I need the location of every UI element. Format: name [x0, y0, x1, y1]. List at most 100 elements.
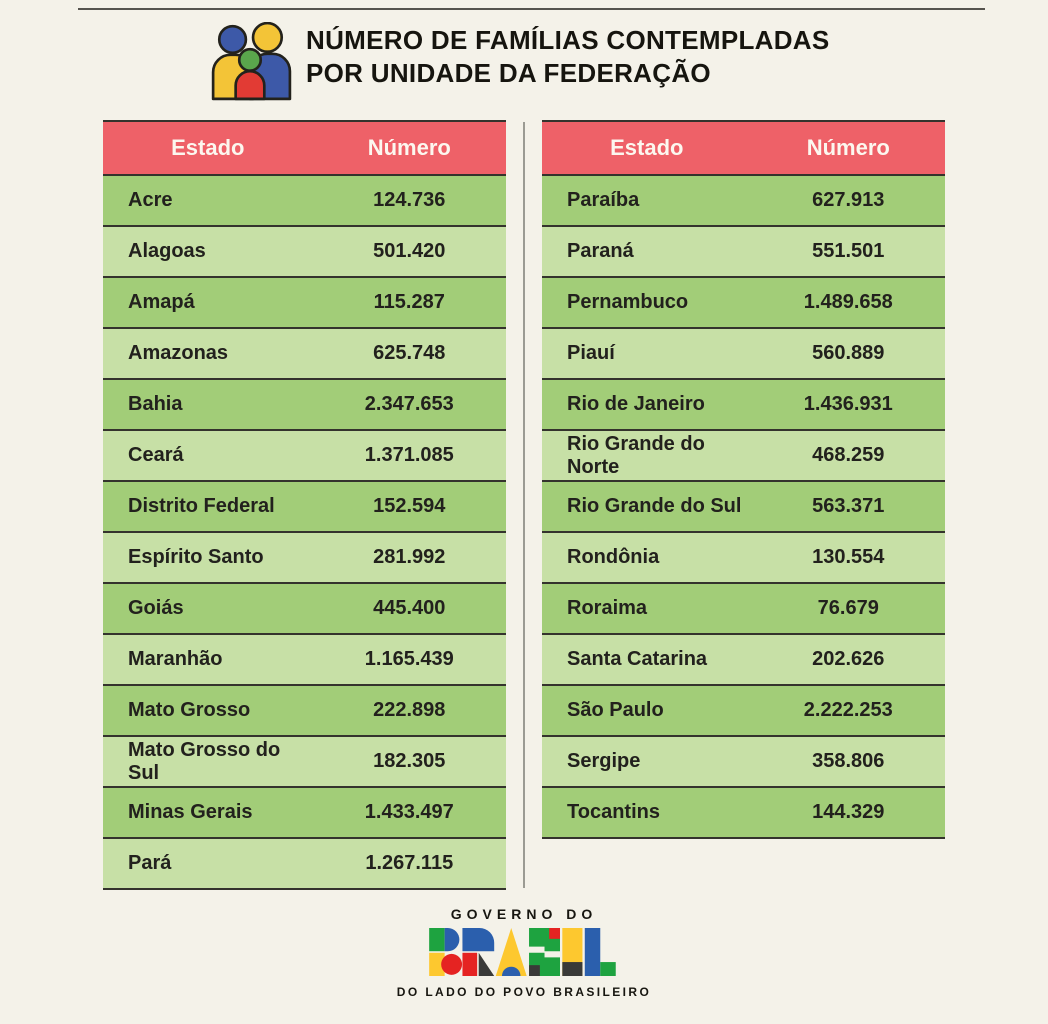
number-cell: 1.489.658: [803, 291, 893, 313]
state-cell: Ceará: [128, 444, 184, 466]
table-row: Ceará 1.371.085: [103, 431, 506, 482]
state-cell: Maranhão: [128, 648, 223, 670]
table-row: Espírito Santo 281.992: [103, 533, 506, 584]
table-row: Paraíba 627.913: [542, 176, 945, 227]
state-cell: Amazonas: [128, 342, 229, 364]
state-cell: Goiás: [128, 597, 184, 619]
number-cell: 281.992: [373, 546, 446, 568]
state-cell: Alagoas: [128, 240, 206, 262]
footer: GOVERNO DO DO LADO DO POVO BRASI: [0, 906, 1048, 999]
tables-divider-line: [523, 122, 525, 888]
table-row: Tocantins 144.329: [542, 788, 945, 839]
state-cell: Rio Grande do Sul: [567, 495, 742, 517]
brasil-logo: [429, 928, 616, 976]
number-cell: 445.400: [373, 597, 446, 619]
table-row: Paraná 551.501: [542, 227, 945, 278]
table-row: Goiás 445.400: [103, 584, 506, 635]
state-cell: Rio Grande do Norte: [567, 432, 705, 478]
number-cell: 130.554: [812, 546, 885, 568]
number-cell: 182.305: [373, 750, 446, 772]
state-cell: Mato Grosso do Sul: [128, 738, 281, 784]
state-cell: Rio de Janeiro: [567, 393, 705, 415]
number-cell: 1.165.439: [364, 648, 454, 670]
state-cell: Santa Catarina: [567, 648, 708, 670]
family-icon: [211, 22, 292, 101]
table-row: Pernambuco 1.489.658: [542, 278, 945, 329]
state-cell: Pernambuco: [567, 291, 689, 313]
number-cell: 551.501: [812, 240, 885, 262]
table-row: Mato Grosso 222.898: [103, 686, 506, 737]
families-table-right: Estado Número Paraíba 627.913 Paraná 551.50…: [542, 120, 945, 839]
state-cell: Tocantins: [567, 801, 660, 823]
table-row: Rio de Janeiro 1.436.931: [542, 380, 945, 431]
page-title: NÚMERO DE FAMÍLIAS CONTEMPLADAS POR UNID…: [306, 20, 830, 90]
state-cell: Paraíba: [567, 189, 640, 211]
top-divider-line: [78, 8, 985, 10]
table-row: Piauí 560.889: [542, 329, 945, 380]
number-cell: 2.347.653: [364, 393, 454, 415]
table-body: Paraíba 627.913 Paraná 551.501 Pernambuco 1.4…: [542, 176, 945, 839]
number-cell: 627.913: [812, 189, 885, 211]
state-cell: Paraná: [567, 240, 634, 262]
state-cell: São Paulo: [567, 699, 664, 721]
table-row: Rondônia 130.554: [542, 533, 945, 584]
table-row: Minas Gerais 1.433.497: [103, 788, 506, 839]
header: NÚMERO DE FAMÍLIAS CONTEMPLADAS POR UNID…: [208, 20, 908, 104]
number-cell: 1.267.115: [365, 852, 454, 874]
table-row: Rio Grande do Sul 563.371: [542, 482, 945, 533]
table-row: Roraima 76.679: [542, 584, 945, 635]
number-cell: 625.748: [373, 342, 446, 364]
state-cell: Bahia: [128, 393, 183, 415]
number-cell: 501.420: [373, 240, 446, 262]
number-cell: 1.436.931: [803, 393, 893, 415]
state-cell: Acre: [128, 189, 173, 211]
table-row: Santa Catarina 202.626: [542, 635, 945, 686]
state-cell: Rondônia: [567, 546, 660, 568]
state-cell: Distrito Federal: [128, 495, 275, 517]
number-cell: 152.594: [373, 495, 446, 517]
table-row: Maranhão 1.165.439: [103, 635, 506, 686]
number-cell: 76.679: [817, 597, 879, 619]
column-header-estado: Estado: [610, 135, 684, 160]
number-cell: 124.736: [373, 189, 446, 211]
table-header-row: Estado Número: [103, 122, 506, 176]
number-cell: 2.222.253: [803, 699, 893, 721]
number-cell: 202.626: [812, 648, 885, 670]
title-line-2: POR UNIDADE DA FEDERAÇÃO: [306, 58, 711, 88]
state-cell: Mato Grosso: [128, 699, 251, 721]
state-cell: Roraima: [567, 597, 648, 619]
state-cell: Espírito Santo: [128, 546, 264, 568]
governo-do-label: GOVERNO DO: [450, 906, 598, 922]
number-cell: 358.806: [812, 750, 885, 772]
state-cell: Piauí: [567, 342, 615, 364]
state-cell: Sergipe: [567, 750, 641, 772]
table-row: Amapá 115.287: [103, 278, 506, 329]
number-cell: 1.433.497: [364, 801, 454, 823]
table-body: Acre 124.736 Alagoas 501.420 Amapá 115.287 Ama…: [103, 176, 506, 890]
number-cell: 222.898: [373, 699, 446, 721]
families-table-left: Estado Número Acre 124.736 Alagoas 501.420 A…: [103, 120, 506, 890]
table-row: Acre 124.736: [103, 176, 506, 227]
title-line-1: NÚMERO DE FAMÍLIAS CONTEMPLADAS: [306, 25, 830, 55]
table-row: Amazonas 625.748: [103, 329, 506, 380]
column-header-estado: Estado: [171, 135, 245, 160]
column-header-numero: Número: [367, 135, 451, 160]
table-row: Distrito Federal 152.594: [103, 482, 506, 533]
state-cell: Amapá: [128, 291, 195, 313]
state-cell: Minas Gerais: [128, 801, 253, 823]
number-cell: 115.287: [373, 291, 445, 313]
table-row: São Paulo 2.222.253: [542, 686, 945, 737]
number-cell: 468.259: [812, 444, 885, 466]
table-row: Sergipe 358.806: [542, 737, 945, 788]
table-row: Pará 1.267.115: [103, 839, 506, 890]
table-header-row: Estado Número: [542, 122, 945, 176]
table-row: Mato Grosso do Sul 182.305: [103, 737, 506, 788]
number-cell: 563.371: [812, 495, 885, 517]
footer-tagline: DO LADO DO POVO BRASILEIRO: [396, 985, 652, 999]
table-row: Rio Grande do Norte 468.259: [542, 431, 945, 482]
number-cell: 1.371.085: [364, 444, 454, 466]
table-row: Bahia 2.347.653: [103, 380, 506, 431]
number-cell: 144.329: [812, 801, 885, 823]
state-cell: Pará: [128, 852, 172, 874]
